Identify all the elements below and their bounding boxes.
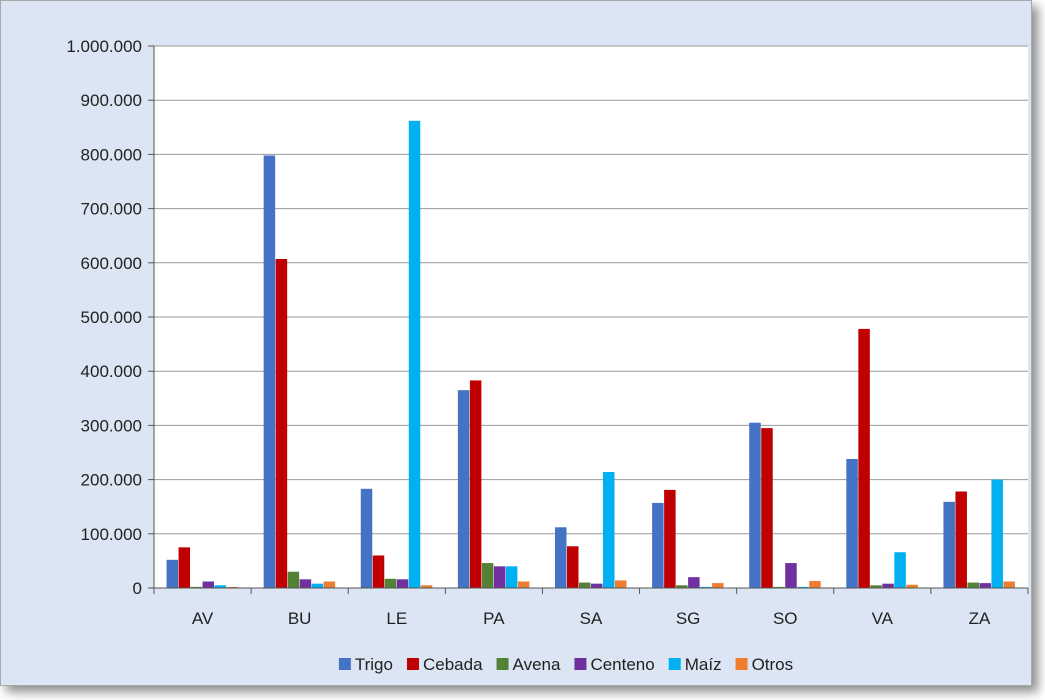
bar-le-cebada: Cebada LE: 60000 (372, 555, 385, 588)
legend: Trigo Cebada Avena Centeno Maíz Otros (338, 655, 794, 674)
bar-za-centeno: Centeno ZA: 9000 (979, 583, 991, 588)
bar-va-trigo: Trigo VA: 238000 (846, 459, 858, 588)
bar-pa-cebada: Cebada PA: 383000 (469, 380, 482, 588)
legend-label: Cebada (423, 655, 483, 674)
bar-za-avena: Avena ZA: 10000 (967, 582, 979, 588)
bar-va-avena: Avena VA: 5000 (870, 585, 882, 588)
x-tick-label: SG (676, 609, 701, 628)
bar-av-avena: Avena AV: 2000 (190, 586, 203, 588)
legend-swatch (406, 658, 419, 670)
bar-av-otros: Otros AV: 2000 (226, 586, 239, 588)
bar-sa-cebada: Cebada SA: 77000 (567, 546, 579, 588)
x-tick-label: SO (773, 609, 798, 628)
bar-bu-centeno: Centeno BU: 16000 (299, 579, 312, 588)
legend-label: Maíz (685, 655, 722, 674)
legend-swatch (668, 658, 681, 670)
bar-sg-avena: Avena SG: 5000 (676, 585, 688, 588)
y-tick-label: 600.000 (81, 254, 142, 273)
chart-frame: 0 100.000 200.000 300.000 400.000 500.000 600.… (0, 0, 1032, 686)
bar-bu-avena: Avena BU: 30000 (287, 571, 300, 588)
legend-swatch (496, 658, 509, 670)
bar-va-centeno: Centeno VA: 8000 (882, 583, 894, 588)
bar-pa-avena: Avena PA: 46000 (481, 563, 494, 588)
bar-pa-trigo: Trigo PA: 365000 (457, 390, 470, 588)
bar-av-centeno: Centeno AV: 12000 (202, 581, 215, 588)
bar-le-centeno: Centeno LE: 16000 (396, 579, 409, 588)
y-tick-label: 500.000 (81, 308, 142, 327)
bar-za-maíz: Maíz ZA: 200000 (991, 479, 1003, 588)
bar-za-otros: Otros ZA: 12000 (1003, 581, 1015, 588)
bar-sa-avena: Avena SA: 10000 (579, 582, 591, 588)
bar-le-maíz: Maíz LE: 862000 (408, 120, 421, 589)
bar-sg-otros: Otros SG: 9000 (712, 583, 724, 588)
bar-pa-otros: Otros PA: 12000 (517, 581, 530, 588)
bar-sg-centeno: Centeno SG: 20000 (688, 577, 700, 588)
bar-bu-maíz: Maíz BU: 8000 (311, 583, 324, 588)
bar-sa-otros: Otros SA: 14000 (615, 580, 627, 588)
bar-sa-centeno: Centeno SA: 8000 (591, 583, 603, 588)
bar-so-maíz: Maíz SO: 2000 (797, 586, 809, 588)
bar-va-maíz: Maíz VA: 66000 (894, 552, 906, 588)
bar-sa-maíz: Maíz SA: 214000 (603, 472, 615, 588)
y-tick-label: 700.000 (81, 200, 142, 219)
x-tick-label: ZA (969, 609, 991, 628)
legend-swatch (574, 658, 587, 670)
y-tick-label: 300.000 (81, 416, 142, 435)
bar-za-trigo: Trigo ZA: 159000 (943, 501, 955, 588)
x-tick-label: AV (192, 609, 214, 628)
bar-so-otros: Otros SO: 13000 (809, 580, 821, 588)
legend-swatch (735, 658, 748, 670)
y-tick-label: 100.000 (81, 525, 142, 544)
y-tick-label: 200.000 (81, 471, 142, 490)
bar-za-cebada: Cebada ZA: 178000 (955, 491, 967, 588)
y-tick-label: 400.000 (81, 362, 142, 381)
bar-le-avena: Avena LE: 17000 (384, 578, 397, 588)
y-tick-label: 900.000 (81, 91, 142, 110)
y-tick-label: 1.000.000 (66, 37, 142, 56)
bar-va-otros: Otros VA: 6000 (906, 584, 918, 588)
bar-le-otros: Otros LE: 5000 (420, 585, 433, 588)
bar-av-maíz: Maíz AV: 5000 (214, 585, 227, 588)
bar-bu-trigo: Trigo BU: 798000 (263, 155, 276, 588)
bar-pa-centeno: Centeno PA: 40000 (493, 566, 506, 588)
y-tick-label: 0 (133, 579, 142, 598)
legend-swatch (338, 658, 351, 670)
bar-sg-cebada: Cebada SG: 181000 (664, 489, 676, 588)
bar-av-trigo: Trigo AV: 52000 (166, 559, 179, 588)
bar-bu-cebada: Cebada BU: 607000 (275, 259, 288, 588)
bar-so-trigo: Trigo SO: 305000 (749, 422, 761, 588)
y-tick-label: 800.000 (81, 145, 142, 164)
legend-label: Avena (513, 655, 561, 674)
bar-sg-maíz: Maíz SG: 2000 (700, 586, 712, 588)
bar-va-cebada: Cebada VA: 478000 (858, 328, 870, 588)
bar-sg-trigo: Trigo SG: 157000 (652, 502, 664, 588)
bar-sa-trigo: Trigo SA: 112000 (555, 527, 567, 588)
bar-bu-otros: Otros BU: 12000 (323, 581, 336, 588)
bar-av-cebada: Cebada AV: 75000 (178, 547, 191, 588)
x-tick-label: BU (288, 609, 312, 628)
legend-label: Trigo (355, 655, 393, 674)
legend-label: Otros (752, 655, 794, 674)
bar-so-avena: Avena SO: 2000 (773, 586, 785, 588)
x-tick-label: LE (386, 609, 407, 628)
bar-chart: 0 100.000 200.000 300.000 400.000 500.000 600.… (66, 37, 1029, 674)
bar-le-trigo: Trigo LE: 183000 (360, 488, 373, 588)
legend-label: Centeno (590, 655, 654, 674)
bar-pa-maíz: Maíz PA: 40000 (505, 566, 518, 588)
bar-so-centeno: Centeno SO: 46000 (785, 563, 797, 588)
x-tick-label: PA (483, 609, 505, 628)
x-tick-label: SA (580, 609, 603, 628)
x-tick-label: VA (872, 609, 894, 628)
bar-so-cebada: Cebada SO: 295000 (761, 428, 773, 588)
